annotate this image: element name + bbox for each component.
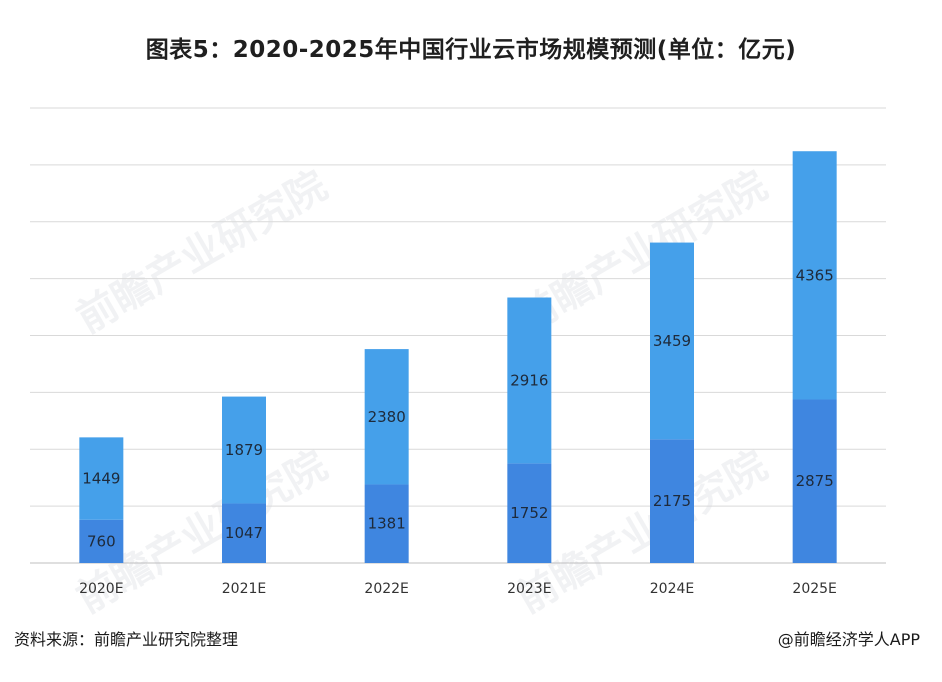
data-label: 1449 [82, 470, 120, 488]
bar-bottom [79, 519, 124, 563]
data-label: 760 [87, 532, 116, 550]
data-label: 2175 [653, 492, 691, 510]
data-label: 4365 [796, 266, 834, 284]
x-tick-label: 2022E [364, 581, 408, 597]
data-label: 2875 [796, 472, 834, 490]
bar-top [364, 349, 409, 485]
x-tick-label: 2020E [79, 581, 123, 597]
bar-bottom [222, 503, 266, 563]
bar-top [507, 297, 552, 464]
bar-bottom [650, 439, 694, 563]
bar-top [79, 437, 124, 520]
data-label: 1879 [225, 441, 263, 459]
bar-bottom [792, 399, 837, 563]
data-label: 2916 [510, 371, 548, 389]
bar-top [792, 151, 837, 400]
x-tick-label: 2024E [650, 581, 694, 597]
bar-bottom [507, 463, 552, 563]
x-tick-label: 2023E [507, 581, 551, 597]
chart-title: 图表5：2020-2025年中国行业云市场规模预测(单位：亿元) [145, 37, 797, 63]
data-label: 1047 [225, 524, 263, 542]
data-label: 2380 [368, 408, 406, 426]
data-label: 1752 [510, 504, 548, 522]
source-note: 资料来源：前瞻产业研究院整理 [14, 630, 239, 649]
data-label: 3459 [653, 332, 691, 350]
x-tick-label: 2021E [222, 581, 266, 597]
x-tick-label: 2025E [792, 581, 836, 597]
bar-top [222, 396, 266, 504]
credit-note: @前瞻经济学人APP [777, 630, 920, 649]
data-label: 1381 [368, 515, 406, 533]
bar-bottom [364, 484, 409, 563]
bar-top [650, 242, 694, 440]
